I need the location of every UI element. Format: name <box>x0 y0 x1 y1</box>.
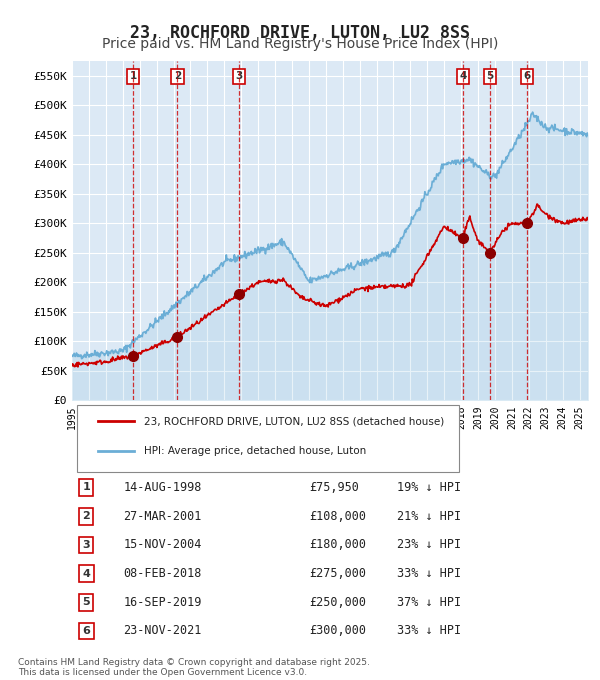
Text: 33% ↓ HPI: 33% ↓ HPI <box>397 624 461 637</box>
Text: 3: 3 <box>82 540 90 550</box>
Text: This data is licensed under the Open Government Licence v3.0.: This data is licensed under the Open Gov… <box>18 668 307 677</box>
Text: Contains HM Land Registry data © Crown copyright and database right 2025.: Contains HM Land Registry data © Crown c… <box>18 658 370 667</box>
Text: £250,000: £250,000 <box>310 596 367 609</box>
Text: 23-NOV-2021: 23-NOV-2021 <box>124 624 202 637</box>
Text: 5: 5 <box>82 597 90 607</box>
Text: 19% ↓ HPI: 19% ↓ HPI <box>397 481 461 494</box>
Text: £275,000: £275,000 <box>310 567 367 580</box>
Text: 4: 4 <box>82 568 90 579</box>
Text: HPI: Average price, detached house, Luton: HPI: Average price, detached house, Luto… <box>144 446 367 456</box>
Text: 23% ↓ HPI: 23% ↓ HPI <box>397 539 461 551</box>
Text: £300,000: £300,000 <box>310 624 367 637</box>
Text: 6: 6 <box>82 626 90 636</box>
Text: 4: 4 <box>459 71 466 82</box>
FancyBboxPatch shape <box>77 405 459 471</box>
Text: 5: 5 <box>487 71 494 82</box>
Text: 23, ROCHFORD DRIVE, LUTON, LU2 8SS (detached house): 23, ROCHFORD DRIVE, LUTON, LU2 8SS (deta… <box>144 416 445 426</box>
Text: 37% ↓ HPI: 37% ↓ HPI <box>397 596 461 609</box>
Text: 3: 3 <box>235 71 242 82</box>
Text: 08-FEB-2018: 08-FEB-2018 <box>124 567 202 580</box>
Text: 1: 1 <box>82 483 90 492</box>
Text: £180,000: £180,000 <box>310 539 367 551</box>
Text: 33% ↓ HPI: 33% ↓ HPI <box>397 567 461 580</box>
Text: Price paid vs. HM Land Registry's House Price Index (HPI): Price paid vs. HM Land Registry's House … <box>102 37 498 52</box>
Text: £108,000: £108,000 <box>310 510 367 523</box>
Text: 14-AUG-1998: 14-AUG-1998 <box>124 481 202 494</box>
Text: 1: 1 <box>130 71 137 82</box>
Text: 6: 6 <box>523 71 530 82</box>
Text: 16-SEP-2019: 16-SEP-2019 <box>124 596 202 609</box>
Text: 2: 2 <box>82 511 90 521</box>
Text: £75,950: £75,950 <box>310 481 359 494</box>
Text: 23, ROCHFORD DRIVE, LUTON, LU2 8SS: 23, ROCHFORD DRIVE, LUTON, LU2 8SS <box>130 24 470 41</box>
Text: 21% ↓ HPI: 21% ↓ HPI <box>397 510 461 523</box>
Text: 2: 2 <box>174 71 181 82</box>
Text: 27-MAR-2001: 27-MAR-2001 <box>124 510 202 523</box>
Text: 15-NOV-2004: 15-NOV-2004 <box>124 539 202 551</box>
